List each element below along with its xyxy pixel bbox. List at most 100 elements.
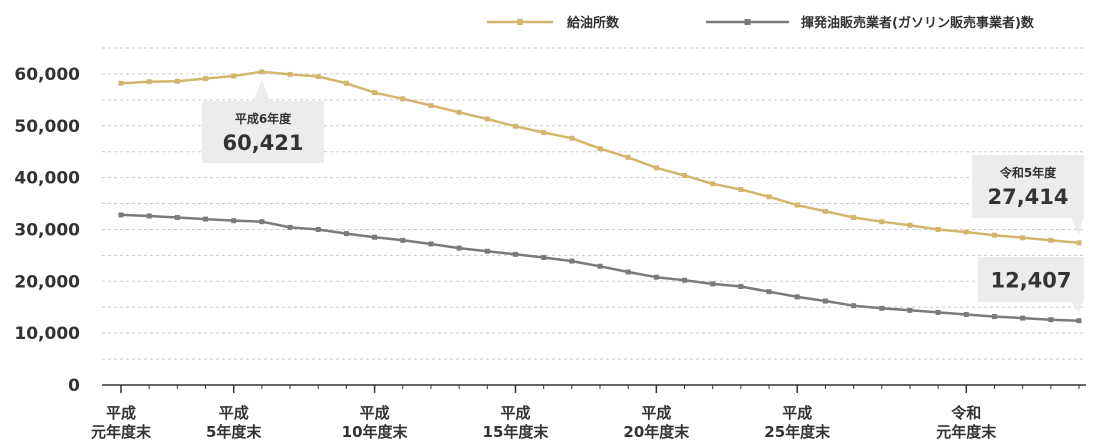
series-0-point	[710, 181, 716, 187]
x-axis: 平成元年度末平成5年度末平成10年度末平成15年度末平成20年度末平成25年度末…	[91, 384, 1086, 441]
series-0-point	[174, 78, 180, 84]
series-1-point	[963, 311, 969, 317]
series-1-point	[822, 298, 828, 304]
series-1-point	[315, 226, 321, 232]
series-1-point	[738, 283, 744, 289]
series-1-point	[203, 216, 209, 222]
series-1-point	[146, 213, 152, 219]
series-1-point	[456, 245, 462, 251]
callout-box	[978, 257, 1084, 313]
series-0-point	[231, 73, 237, 79]
y-tick-label: 20,000	[14, 272, 80, 292]
series-1-point	[118, 212, 124, 218]
series-0-point	[625, 154, 631, 160]
series-1-point	[766, 289, 772, 295]
series-0-point	[287, 71, 293, 77]
callout-value: 27,414	[987, 185, 1068, 209]
callout-2: 12,407	[978, 257, 1084, 313]
series-1-point	[343, 231, 349, 237]
series-0-point	[1020, 235, 1026, 241]
series-0-point	[822, 208, 828, 214]
legend-item-0: 給油所数	[487, 15, 620, 31]
series-0-point	[1076, 240, 1082, 246]
series-1-point	[428, 241, 434, 247]
series-0-point	[766, 194, 772, 200]
series-0-point	[484, 116, 490, 122]
series-1-point	[653, 274, 659, 280]
series-1-point	[484, 248, 490, 254]
series-1-point	[794, 294, 800, 300]
series-0-point	[879, 219, 885, 225]
series-1-point	[851, 303, 857, 309]
y-axis: 0 10,000 20,000 30,000 40,000 50,000 60,000	[14, 65, 80, 396]
series-1-point	[372, 234, 378, 240]
x-tick-label-line2: 20年度末	[623, 423, 690, 441]
x-tick-label-line2: 元年度末	[936, 423, 997, 441]
legend: 給油所数 揮発油販売業者(ガソリン販売事業者)数	[487, 15, 1035, 31]
series-0-point	[907, 222, 913, 228]
legend-swatch-marker	[744, 19, 751, 25]
callout-box	[972, 155, 1084, 235]
series-1-point	[682, 277, 688, 283]
series-0-point	[794, 202, 800, 208]
series-0-point	[428, 103, 434, 109]
x-tick-label-line1: 平成	[641, 404, 671, 422]
x-tick-label-line1: 平成	[106, 404, 136, 422]
series-layer	[118, 69, 1082, 324]
series-0-point	[991, 232, 997, 238]
series-0-point	[456, 109, 462, 115]
series-0-point	[569, 135, 575, 141]
series-0-point	[1048, 237, 1054, 243]
series-1-point	[400, 237, 406, 243]
series-0-point	[541, 130, 547, 136]
series-1-point	[597, 263, 603, 269]
series-1-point	[879, 305, 885, 311]
y-tick-label: 0	[68, 376, 80, 396]
series-1-point	[569, 258, 575, 264]
callout-label: 平成6年度	[235, 111, 292, 126]
series-0-point	[343, 80, 349, 86]
callout-label: 令和5年度	[999, 165, 1057, 180]
x-tick-label-line2: 10年度末	[342, 423, 409, 441]
series-1-point	[935, 309, 941, 315]
series-0-point	[400, 96, 406, 102]
series-0-point	[203, 76, 209, 82]
series-1-point	[259, 219, 265, 225]
y-tick-label: 60,000	[14, 65, 80, 85]
series-0-point	[118, 80, 124, 86]
callout-1: 令和5年度 27,414	[972, 155, 1084, 235]
series-1-point	[1020, 315, 1026, 321]
y-tick-label: 10,000	[14, 324, 80, 344]
callouts: 平成6年度 60,421 令和5年度 27,414 12,407	[202, 79, 1084, 313]
series-0-point	[653, 165, 659, 171]
series-1-point	[625, 269, 631, 275]
callout-value: 60,421	[222, 131, 303, 155]
x-tick-label-line1: 平成	[360, 404, 390, 422]
series-0-point	[963, 229, 969, 235]
series-1-point	[231, 218, 237, 224]
legend-label: 給油所数	[567, 15, 620, 31]
callout-box	[202, 79, 324, 163]
x-tick-label-line1: 平成	[219, 404, 249, 422]
series-1-point	[710, 281, 716, 287]
series-1-point	[287, 224, 293, 230]
series-0-point	[682, 173, 688, 179]
series-0-point	[315, 74, 321, 80]
x-tick-label-line2: 15年度末	[483, 423, 550, 441]
x-tick-label-line1: 平成	[782, 404, 812, 422]
series-0-point	[259, 69, 265, 75]
series-1-point	[907, 307, 913, 313]
series-1-point	[1076, 318, 1082, 324]
x-tick-label-line2: 5年度末	[206, 423, 262, 441]
series-0-point	[372, 90, 378, 96]
series-1-point	[541, 254, 547, 260]
x-tick-label-line2: 元年度末	[91, 423, 152, 441]
y-tick-label: 50,000	[14, 117, 80, 137]
x-tick-label-line1: 令和	[951, 404, 981, 422]
series-0-point	[851, 215, 857, 221]
callout-value: 12,407	[990, 269, 1071, 293]
x-tick-label-line1: 平成	[500, 404, 530, 422]
x-tick-label-line2: 25年度末	[764, 423, 831, 441]
series-0-point	[512, 123, 518, 129]
